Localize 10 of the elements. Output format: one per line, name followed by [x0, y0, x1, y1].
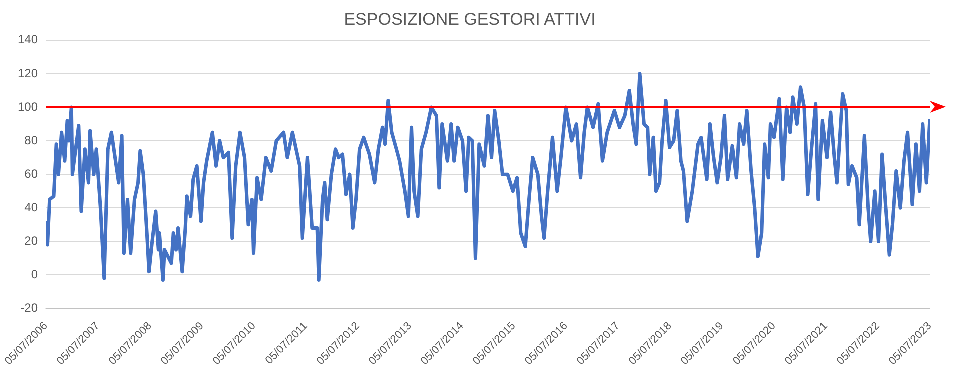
- y-tick-label: 40: [24, 200, 38, 214]
- y-tick-label: 0: [31, 268, 38, 282]
- chart-title: ESPOSIZIONE GESTORI ATTIVI: [344, 10, 596, 29]
- y-tick-label: 60: [24, 166, 38, 181]
- y-tick-label: 120: [18, 66, 38, 80]
- y-tick-label: -20: [20, 301, 38, 316]
- y-tick-label: 20: [24, 234, 38, 248]
- y-tick-label: 80: [24, 133, 38, 148]
- y-tick-label: 100: [18, 100, 38, 114]
- y-tick-label: 140: [18, 32, 38, 47]
